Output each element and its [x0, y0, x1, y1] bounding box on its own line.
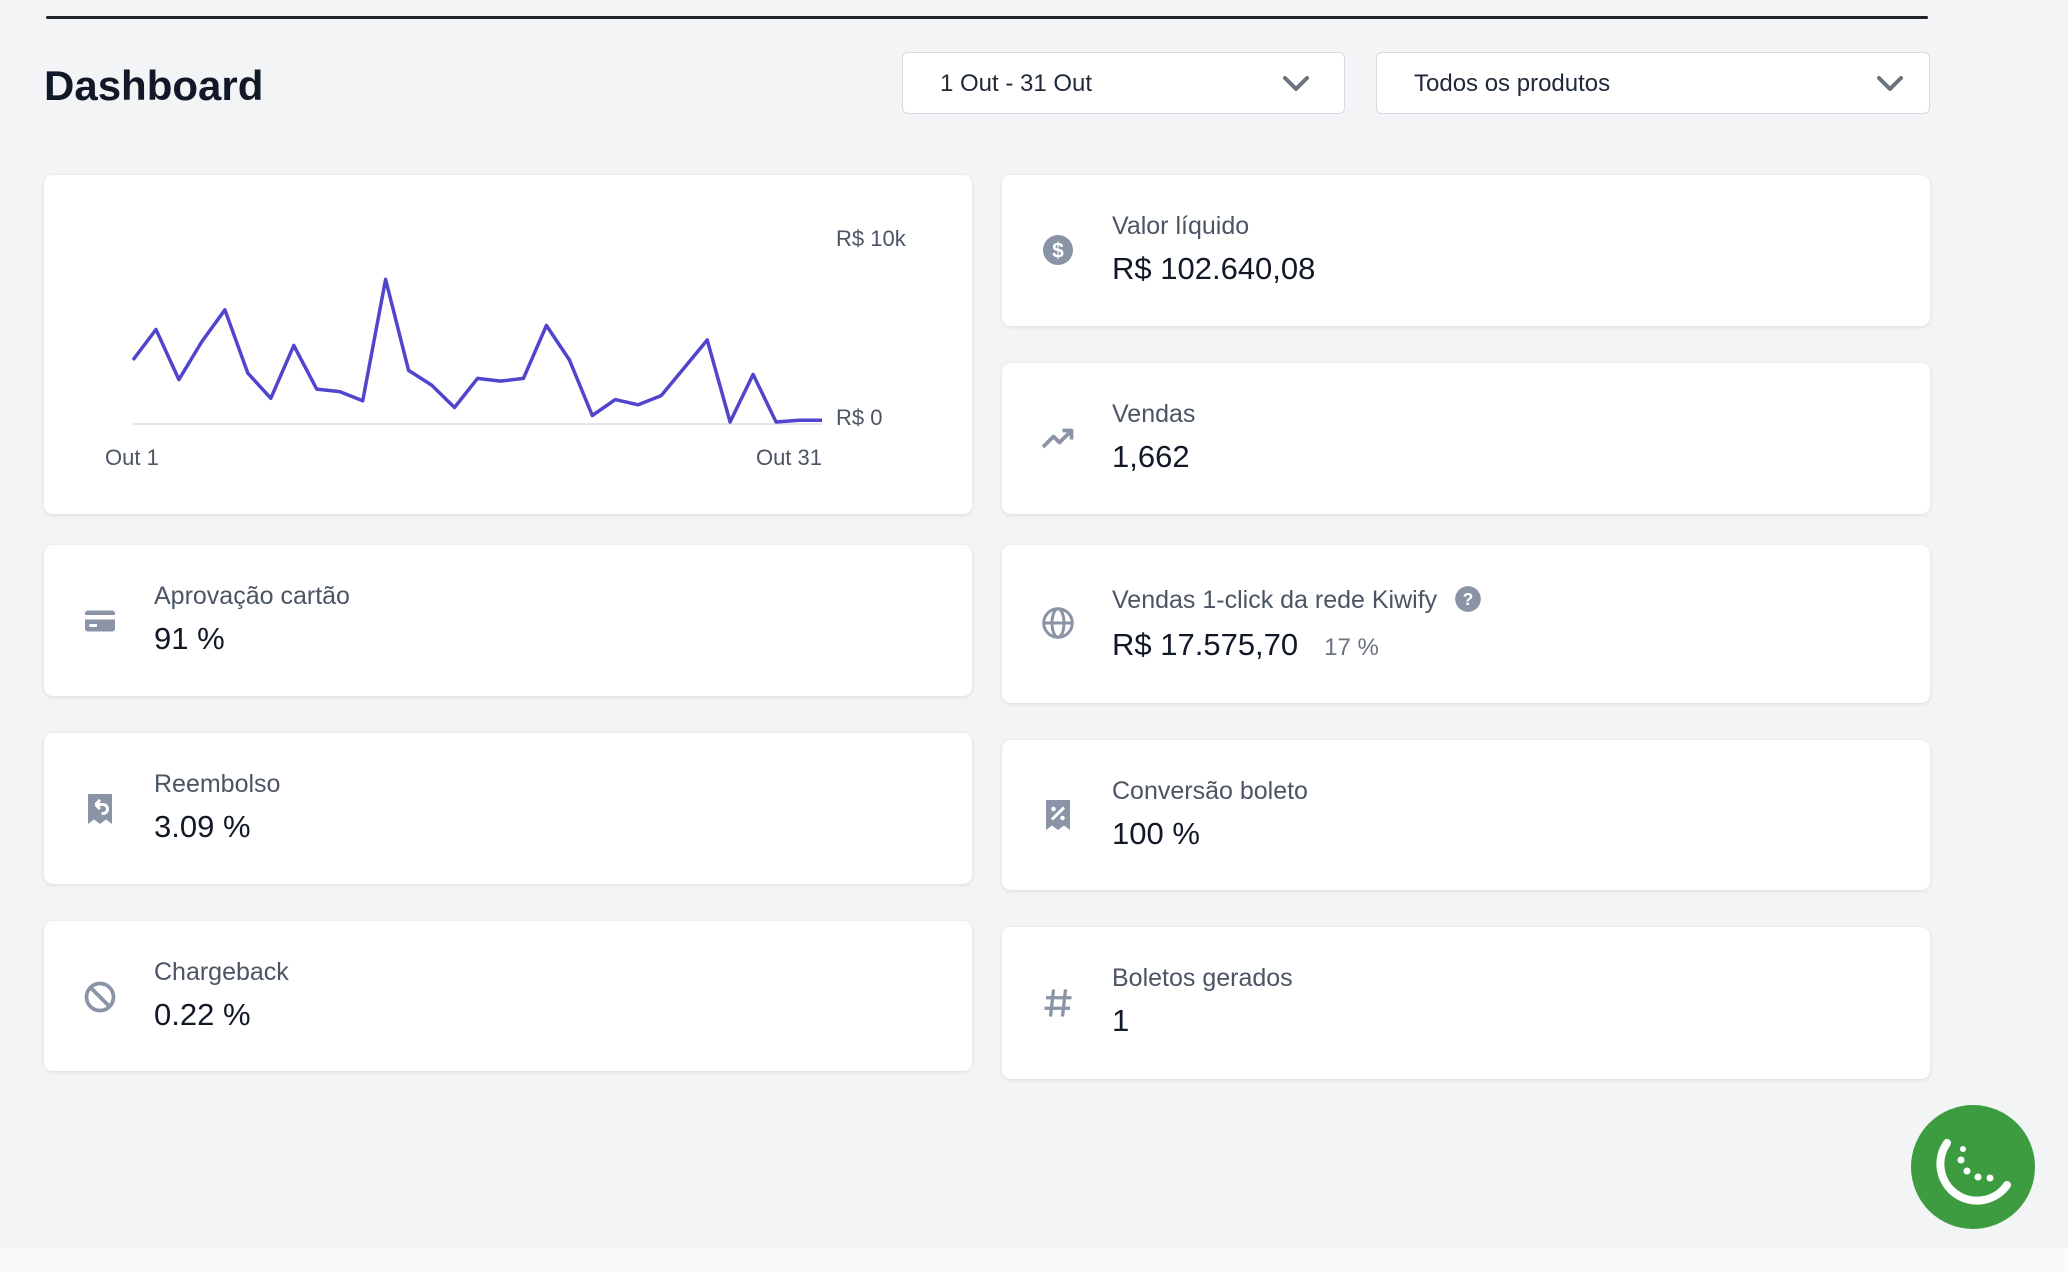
x-tick-label: Out 31	[756, 445, 822, 470]
card-icon	[84, 981, 116, 1013]
top-bar	[46, 16, 1928, 19]
card-icon	[1042, 607, 1074, 639]
metric-label: Conversão boleto	[1112, 777, 1308, 805]
product-filter[interactable]: Todos os produtos	[1376, 52, 1930, 114]
card-icon	[1046, 800, 1070, 830]
metric-card: Reembolso 3.09 %	[44, 733, 972, 884]
metric-card: Boletos gerados 1	[1002, 927, 1930, 1079]
value-text: R$ 17.575,70	[1112, 627, 1299, 662]
metric-value: R$ 102.640,08	[1112, 251, 1316, 286]
metric-label: Vendas	[1112, 400, 1196, 428]
date-filter[interactable]: 1 Out - 31 Out	[902, 52, 1345, 114]
chevron	[1877, 76, 1903, 91]
chevron	[1283, 76, 1309, 91]
metric-value: 0.22 %	[154, 997, 251, 1032]
chart-card: R$ 0 R$ 10k Out 1 Out 31	[44, 175, 972, 514]
metric-label: Chargeback	[154, 958, 289, 986]
metric-label: Reembolso	[154, 770, 281, 798]
metric-label: Boletos gerados	[1112, 964, 1293, 992]
svg-text:?: ?	[1463, 589, 1474, 609]
card-icon	[85, 610, 115, 632]
metric-card: Aprovação cartão 91 %	[44, 545, 972, 696]
svg-text:$: $	[1052, 240, 1064, 263]
metric-value: 1,662	[1112, 439, 1190, 474]
metric-value: 3.09 %	[154, 809, 251, 844]
metric-label: Valor líquido	[1112, 212, 1250, 240]
x-tick-label: Out 1	[105, 445, 159, 470]
metric-value: 91 %	[154, 621, 225, 656]
metric-card: $ Valor líquido R$ 102.640,08	[1002, 175, 1930, 326]
metric-card: Chargeback 0.22 %	[44, 921, 972, 1071]
metric-value: R$ 17.575,70 17 %	[1112, 627, 1379, 663]
metric-card: Vendas 1-click da rede Kiwify ? R$ 17.57…	[1002, 545, 1930, 703]
help-icon[interactable]: ?	[1454, 585, 1482, 613]
y-tick-label: R$ 0	[836, 405, 882, 430]
y-tick-label: R$ 10k	[836, 226, 907, 251]
card-icon	[88, 794, 112, 824]
card-icon	[1041, 428, 1074, 449]
metric-card: Vendas 1,662	[1002, 363, 1930, 514]
card-icon	[1044, 989, 1072, 1017]
page-title: Dashboard	[44, 62, 264, 109]
card-icon: $	[1043, 235, 1073, 265]
share-text: 17 %	[1324, 634, 1379, 661]
date-filter-text: 1 Out - 31 Out	[940, 70, 1093, 97]
metric-card: Conversão boleto 100 %	[1002, 740, 1930, 890]
footer-strip	[0, 1248, 2068, 1272]
product-filter-text: Todos os produtos	[1414, 70, 1611, 97]
chat-button[interactable]	[1911, 1105, 2035, 1229]
label-text: Vendas 1-click da rede Kiwify	[1112, 586, 1438, 614]
metric-label: Aprovação cartão	[154, 582, 350, 610]
metric-value: 100 %	[1112, 816, 1200, 851]
metric-value: 1	[1112, 1003, 1130, 1038]
data-line	[131, 277, 822, 424]
chart: R$ 0 R$ 10k Out 1 Out 31	[105, 226, 907, 470]
metric-label: Vendas 1-click da rede Kiwify ?	[1112, 585, 1482, 615]
